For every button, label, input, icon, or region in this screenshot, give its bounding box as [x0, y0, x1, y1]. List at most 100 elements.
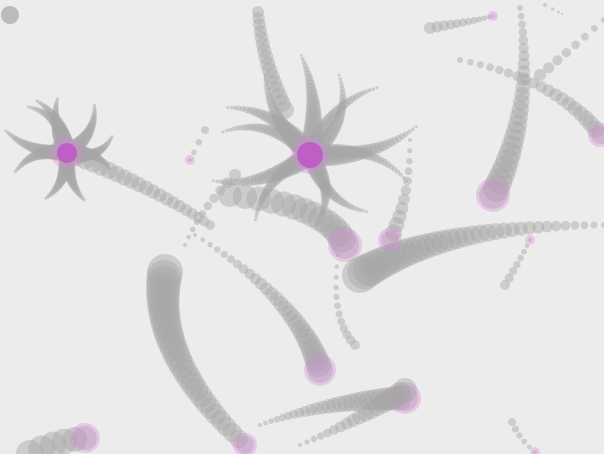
tentacle-bead [232, 178, 241, 186]
tentacle-bead [193, 218, 201, 225]
tentacle-bead [327, 109, 339, 122]
tentacle-bead [76, 133, 90, 147]
tentacle-bead [321, 399, 336, 414]
tentacle-bead [49, 190, 55, 196]
tentacle [185, 126, 209, 165]
tentacle-bead [452, 19, 462, 29]
tentacle-bead [53, 132, 68, 147]
tentacle-bead [52, 126, 65, 140]
tentacle-bead [370, 245, 402, 277]
tentacle-bead [93, 153, 102, 162]
tentacle-bead [267, 99, 277, 109]
tentacle-bead [62, 166, 76, 179]
tentacle-bead [28, 142, 40, 154]
tentacle-tip [476, 178, 510, 212]
tentacle-bead [359, 144, 374, 159]
tentacle-bead [57, 171, 69, 183]
tentacle-bead [478, 223, 497, 242]
tentacle-bead [18, 138, 27, 147]
tentacle-bead [58, 161, 73, 176]
tentacle-bead [513, 221, 528, 236]
tentacle-bead [100, 158, 106, 165]
tentacle-bead [52, 110, 60, 118]
tentacle-bead [286, 131, 305, 151]
tentacle-bead [264, 168, 279, 183]
tentacle-bead [263, 68, 280, 85]
tentacle-bead [249, 273, 262, 285]
tentacle-bead [233, 105, 238, 111]
tentacle-bead [104, 141, 111, 147]
tentacle-bead [51, 123, 63, 135]
tentacle-bead [282, 132, 298, 147]
tentacle-bead [482, 174, 510, 202]
tentacle-bead [304, 69, 312, 77]
tentacle-bead [76, 146, 91, 160]
tentacle-bead [313, 165, 328, 180]
tentacle-bead [87, 121, 97, 130]
tentacle-bead [268, 102, 278, 113]
tentacle-bead [291, 197, 318, 224]
tentacle-bead [262, 187, 271, 197]
tentacle-bead [276, 129, 290, 143]
tentacle-bead [414, 125, 418, 128]
tentacle-tip [530, 447, 540, 454]
tentacle-bead [52, 108, 59, 115]
tentacle-bead [84, 126, 95, 137]
tentacle-bead [373, 394, 393, 414]
tentacle-bead [515, 79, 531, 95]
tentacle-bead [293, 323, 314, 345]
tentacle-bead [382, 241, 413, 271]
tentacle-bead [54, 179, 64, 189]
tentacle [508, 418, 540, 454]
tentacle-bead [268, 81, 285, 99]
tentacle-bead [20, 139, 29, 149]
tentacle-bead [334, 111, 345, 122]
tentacle-bead [259, 194, 267, 202]
tentacle-bead [4, 129, 8, 133]
tentacle-bead [69, 181, 79, 190]
tentacle-bead [296, 328, 318, 350]
tentacle-bead [273, 117, 288, 133]
tentacle-bead [74, 135, 88, 149]
tentacle-bead [24, 155, 33, 164]
tentacle-bead [83, 148, 95, 160]
tentacle-bead [34, 148, 46, 160]
tentacle-bead [354, 206, 360, 212]
tentacle [457, 57, 604, 147]
tentacle-bead [66, 175, 77, 186]
tentacle-bead [200, 237, 206, 243]
tentacle-bead [543, 3, 547, 7]
tentacle-bead [339, 96, 347, 104]
tentacle-bead [51, 119, 63, 131]
tentacle-bead [317, 178, 331, 191]
tentacle-bead [325, 125, 339, 139]
tentacle-bead [303, 119, 323, 139]
tentacle-bead [342, 98, 351, 107]
tentacle-bead [534, 69, 546, 81]
tentacle-bead [319, 118, 333, 132]
tentacle-bead [149, 302, 181, 334]
tentacle-bead [307, 205, 335, 232]
tentacle-bead [131, 176, 147, 193]
tentacle-bead [263, 81, 269, 87]
tentacle-bead [361, 209, 366, 213]
tentacle-bead [507, 114, 528, 134]
tentacle-bead [45, 195, 50, 199]
tentacle-bead [319, 145, 341, 167]
tentacle-bead [306, 93, 320, 107]
tentacle-bead [321, 115, 335, 128]
tentacle-bead [100, 161, 118, 179]
tentacle-bead [55, 129, 71, 144]
tentacle-bead [281, 157, 300, 176]
tentacle-bead [110, 135, 114, 139]
tentacle-bead [37, 144, 51, 158]
tentacle-bead [146, 278, 180, 312]
tentacle-bead [193, 233, 197, 237]
tentacle-bead [351, 205, 357, 211]
tentacle-bead [287, 314, 307, 334]
tentacle-bead [371, 87, 376, 91]
tentacle-bead [378, 390, 399, 411]
tentacle [378, 138, 413, 252]
tentacle-bead [270, 116, 285, 130]
tentacle-bead [20, 160, 26, 167]
